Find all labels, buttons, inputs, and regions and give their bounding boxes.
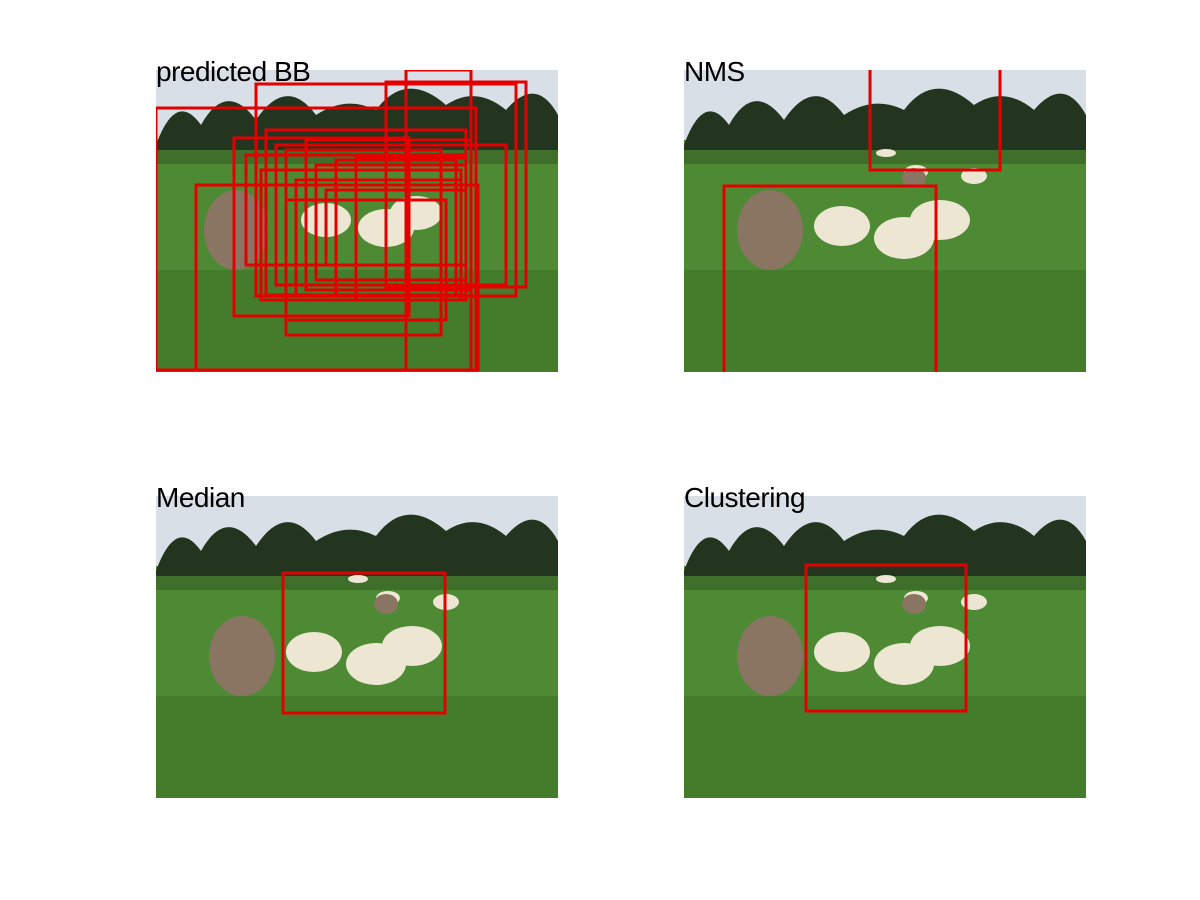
panel-median: Median [156, 482, 558, 798]
panel-predicted-bb: predicted BB [156, 56, 558, 372]
panel-clustering: Clustering [684, 482, 1086, 798]
nms-boxes [722, 70, 1002, 372]
clustering-box [804, 563, 968, 713]
panel-title: Median [156, 482, 245, 513]
scene-image [684, 496, 1086, 798]
scene-image [684, 70, 1086, 372]
scene-image [156, 496, 558, 798]
panel-title: NMS [684, 56, 745, 87]
panel-title: Clustering [684, 482, 806, 513]
panel-nms: NMS [684, 56, 1086, 372]
panel-title: predicted BB [156, 56, 311, 87]
predicted-boxes [156, 70, 528, 372]
median-box [281, 571, 447, 715]
